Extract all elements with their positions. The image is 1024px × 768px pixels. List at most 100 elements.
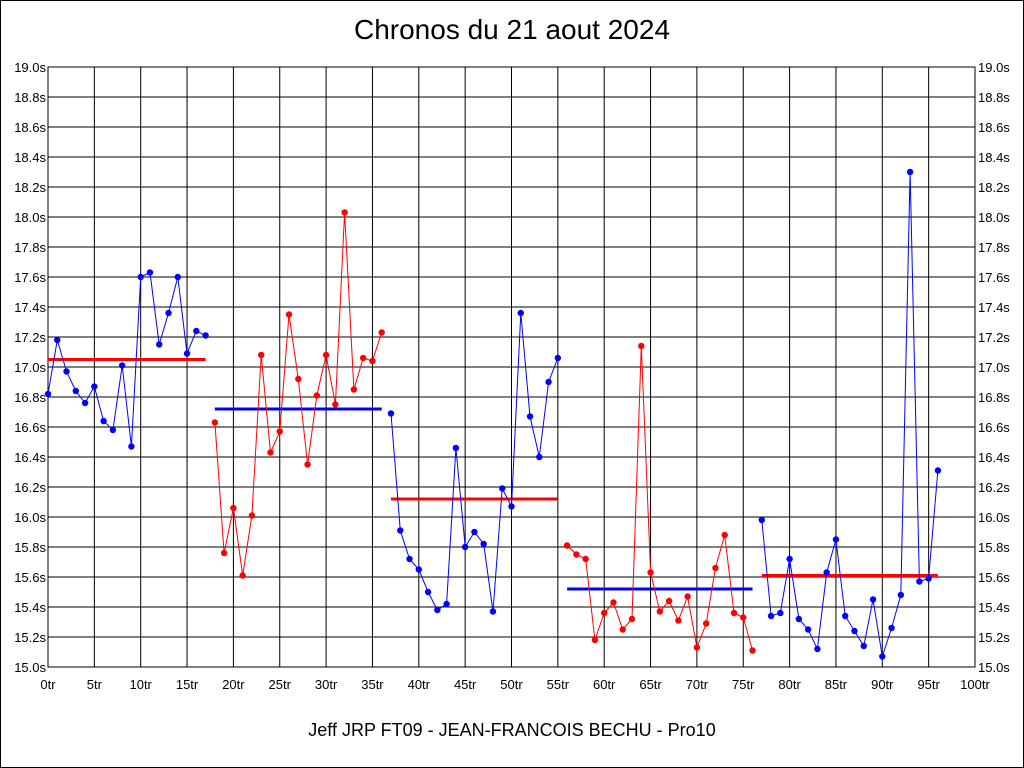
data-point xyxy=(54,336,61,344)
y-tick-label-left: 17.6s xyxy=(14,270,46,285)
data-point xyxy=(517,309,524,317)
x-tick-label: 5tr xyxy=(87,677,103,692)
data-point xyxy=(211,419,219,426)
data-point xyxy=(786,555,793,563)
data-point xyxy=(730,609,738,617)
data-point xyxy=(925,575,932,582)
x-tick-label: 90tr xyxy=(871,677,894,692)
data-point xyxy=(434,606,441,614)
x-tick-label: 10tr xyxy=(129,677,152,692)
data-point xyxy=(869,596,877,603)
data-point xyxy=(563,542,571,549)
data-point xyxy=(350,386,358,393)
y-tick-label-left: 18.6s xyxy=(14,120,46,135)
data-point xyxy=(332,401,339,408)
data-point xyxy=(369,357,376,365)
y-tick-label-left: 15.6s xyxy=(14,570,46,585)
series-line xyxy=(566,345,753,651)
data-point xyxy=(72,387,80,395)
x-tick-label: 55tr xyxy=(547,677,570,692)
y-tick-label-right: 18.4s xyxy=(978,150,1010,165)
data-point xyxy=(202,332,209,339)
y-tick-label-right: 18.8s xyxy=(978,90,1010,105)
y-tick-label-right: 15.8s xyxy=(978,540,1010,555)
y-tick-label-left: 16.8s xyxy=(14,390,46,405)
data-point xyxy=(91,383,98,390)
x-tick-label: 40tr xyxy=(408,677,431,692)
y-tick-label-right: 15.4s xyxy=(978,600,1010,615)
data-point xyxy=(665,597,673,605)
data-point xyxy=(934,467,942,474)
x-tick-label: 35tr xyxy=(361,677,384,692)
data-point xyxy=(44,390,52,398)
data-point xyxy=(341,209,348,216)
data-point xyxy=(508,503,515,510)
data-point xyxy=(619,626,626,633)
data-point xyxy=(471,528,478,536)
data-point xyxy=(804,626,812,633)
data-point xyxy=(118,362,126,369)
plot-area-border xyxy=(47,66,976,668)
data-point xyxy=(146,269,154,276)
data-point xyxy=(758,516,765,524)
data-point xyxy=(248,512,256,519)
chart-title: Chronos du 21 aout 2024 xyxy=(353,14,671,45)
data-point xyxy=(443,600,450,608)
y-tick-label-right: 17.2s xyxy=(978,330,1010,345)
data-point xyxy=(499,485,506,492)
y-tick-label-right: 16.6s xyxy=(978,420,1010,435)
data-point xyxy=(81,399,89,407)
data-point xyxy=(378,329,385,336)
data-point xyxy=(480,540,487,548)
y-tick-label-right: 15.6s xyxy=(978,570,1010,585)
data-point xyxy=(610,599,617,606)
y-tick-label-left: 17.4s xyxy=(14,300,46,315)
data-point xyxy=(258,351,265,359)
data-point xyxy=(276,428,283,435)
data-point xyxy=(879,653,886,660)
x-tick-label: 65tr xyxy=(639,677,662,692)
y-tick-label-right: 15.0s xyxy=(978,660,1010,675)
data-point xyxy=(174,273,181,281)
data-point xyxy=(842,612,849,620)
y-tick-label-right: 18.0s xyxy=(978,210,1010,225)
data-point xyxy=(424,588,432,596)
data-point xyxy=(656,608,664,615)
series-line xyxy=(214,212,383,576)
data-point xyxy=(397,527,404,534)
y-tick-label-left: 15.4s xyxy=(14,600,46,615)
y-tick-label-right: 17.0s xyxy=(978,360,1010,375)
data-point xyxy=(461,543,469,551)
data-point xyxy=(165,309,172,317)
data-point xyxy=(601,609,608,617)
y-tick-label-left: 18.2s xyxy=(14,180,46,195)
data-point xyxy=(239,572,246,579)
data-point xyxy=(573,551,580,558)
data-point xyxy=(897,591,905,599)
y-tick-label-left: 16.0s xyxy=(14,510,46,525)
x-tick-label: 60tr xyxy=(593,677,616,692)
y-tick-label-right: 16.2s xyxy=(978,480,1010,495)
data-point xyxy=(582,555,589,563)
data-point xyxy=(860,642,867,650)
series-line xyxy=(390,312,559,612)
data-point xyxy=(693,644,701,651)
data-point xyxy=(406,555,413,563)
data-point xyxy=(888,624,895,632)
y-tick-label-left: 15.2s xyxy=(14,630,46,645)
series-line xyxy=(47,271,206,447)
data-point xyxy=(322,351,330,359)
x-tick-label: 30tr xyxy=(315,677,338,692)
x-tick-label: 15tr xyxy=(176,677,199,692)
x-tick-label: 45tr xyxy=(454,677,477,692)
data-point xyxy=(906,168,914,176)
y-tick-label-left: 17.8s xyxy=(14,240,46,255)
y-tick-label-right: 16.4s xyxy=(978,450,1010,465)
y-tick-label-right: 19.0s xyxy=(978,60,1010,75)
y-tick-label-left: 15.0s xyxy=(14,660,46,675)
data-point xyxy=(452,444,460,452)
data-point xyxy=(230,504,237,512)
data-point xyxy=(851,627,858,635)
data-point xyxy=(740,614,747,621)
